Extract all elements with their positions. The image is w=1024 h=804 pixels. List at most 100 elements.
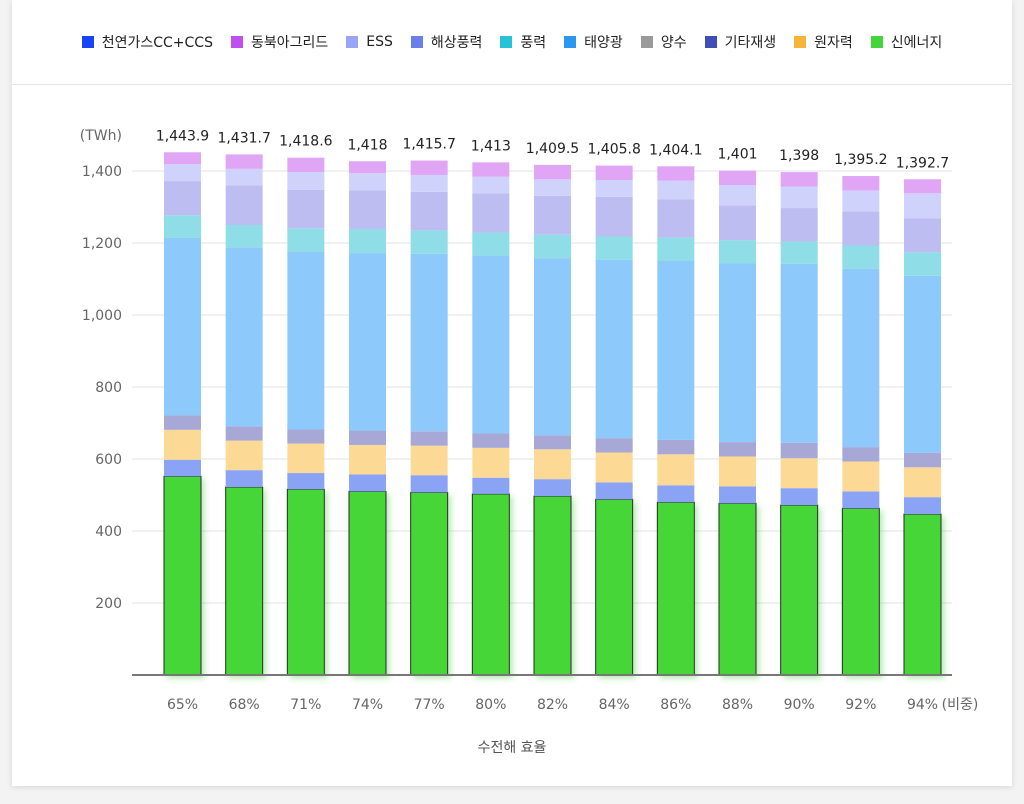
bar-segment: [595, 482, 633, 500]
bar-segment: [164, 164, 201, 182]
bar-segment: [164, 152, 201, 165]
bar-segment: [595, 165, 633, 180]
bar-segment: [719, 442, 756, 457]
bar-segment: [349, 190, 386, 229]
bar-total-label: 1,395.2: [834, 152, 887, 168]
bar-segment: [904, 218, 941, 253]
y-tick-label: 200: [95, 596, 122, 612]
bar-segment: [534, 234, 571, 259]
bar-segment: [718, 502, 757, 676]
bar-segment: [349, 474, 386, 492]
bar-segment: [842, 176, 880, 191]
bar-segment: [472, 433, 510, 448]
bar-segment: [163, 475, 202, 676]
bar-segment: [410, 253, 448, 432]
bar-segment: [287, 189, 325, 229]
x-tick-label: 82%: [537, 697, 568, 713]
bar-segment: [410, 174, 448, 192]
bar-segment: [719, 486, 756, 504]
bar-segment: [780, 488, 818, 506]
bar-segment: [534, 258, 571, 436]
bar-segment: [657, 180, 695, 200]
legend-swatch: [640, 36, 653, 48]
legend-swatch: [870, 36, 883, 48]
legend-item[interactable]: ESS: [346, 34, 393, 50]
bar-segment: [842, 245, 880, 269]
legend-item[interactable]: 천연가스CC+CCS: [81, 32, 213, 52]
bar-segment: [349, 444, 386, 475]
bar-segment: [534, 479, 571, 497]
y-tick-label: 800: [95, 380, 122, 396]
bar-segment: [842, 268, 880, 448]
bar-segment: [287, 157, 325, 173]
legend-item[interactable]: 신에너지: [870, 32, 943, 52]
bar-segment: [410, 230, 448, 254]
bar-segment: [472, 162, 510, 177]
bar-total-label: 1,431.7: [217, 130, 270, 146]
legend-item[interactable]: 해상풍력: [410, 32, 482, 52]
bar-segment: [903, 513, 942, 676]
bar-segment: [287, 252, 325, 430]
bar-segment: [657, 485, 695, 503]
legend-swatch: [410, 36, 423, 48]
bar-segment: [780, 172, 818, 187]
bar-segment: [841, 507, 880, 676]
legend-label: 천연가스CC+CCS: [101, 35, 213, 51]
bar-segment: [164, 415, 201, 430]
bar-total-label: 1,405.8: [587, 142, 640, 158]
legend-swatch: [794, 36, 807, 48]
bar-segment: [472, 193, 510, 233]
bar-segment: [842, 491, 880, 509]
bar-segment: [904, 467, 941, 498]
bar-segment: [472, 255, 510, 434]
bar-segment: [904, 179, 941, 194]
legend-item[interactable]: 풍력: [500, 32, 546, 52]
x-tick-label: 68%: [229, 697, 260, 713]
bar-segment: [287, 473, 325, 490]
legend-swatch: [346, 36, 359, 48]
bar-segment: [225, 470, 263, 488]
legend-label: 신에너지: [890, 35, 943, 51]
bar-segment: [349, 228, 386, 254]
bar-segment: [164, 181, 201, 216]
x-tick-label: 92%: [845, 697, 876, 713]
bar-total-label: 1,404.1: [649, 142, 702, 158]
legend-swatch: [81, 36, 94, 48]
legend-item[interactable]: 양수: [640, 32, 687, 52]
legend-swatch: [500, 36, 513, 48]
stacked-bar-chart: 200 400 600 800 1,000 1,200 1,400 (TWh) 1,443.9 6…: [80, 128, 979, 756]
bar-segment: [225, 154, 263, 169]
bar-segment: [287, 172, 325, 190]
legend-item[interactable]: 기타재생: [704, 32, 776, 52]
legend-item[interactable]: 태양광: [564, 32, 623, 52]
bar-segment: [164, 237, 201, 416]
legend-label: 양수: [660, 35, 687, 51]
bar-segment: [472, 447, 510, 478]
y-tick-label: 600: [95, 452, 122, 468]
bar-segment: [225, 426, 263, 441]
bar-segment: [595, 438, 633, 453]
bar-segment: [657, 166, 695, 181]
bar-segment: [904, 452, 941, 468]
bar-segment: [348, 490, 387, 676]
bar-total-label: 1,415.7: [402, 137, 455, 153]
legend-item[interactable]: 원자력: [794, 32, 853, 52]
bar-segment: [719, 240, 756, 264]
bar-total-label: 1,413: [471, 138, 511, 154]
bar-segment: [286, 488, 325, 676]
bar-segment: [842, 211, 880, 246]
bar-segment: [780, 504, 819, 676]
bar-segment: [719, 263, 756, 443]
bar-segment: [225, 486, 264, 676]
bar-segment: [472, 477, 510, 494]
bar-segment: [842, 447, 880, 462]
x-tick-label: 65%: [167, 697, 198, 713]
legend-item[interactable]: 동북아그리드: [230, 32, 328, 52]
bar-segment: [472, 232, 510, 256]
bar-segment: [349, 161, 386, 174]
bar-segment: [595, 259, 633, 439]
bar-segment: [164, 215, 201, 238]
bar-segment: [657, 237, 695, 261]
x-tick-label: 84%: [599, 697, 630, 713]
bar-segment: [287, 443, 325, 474]
